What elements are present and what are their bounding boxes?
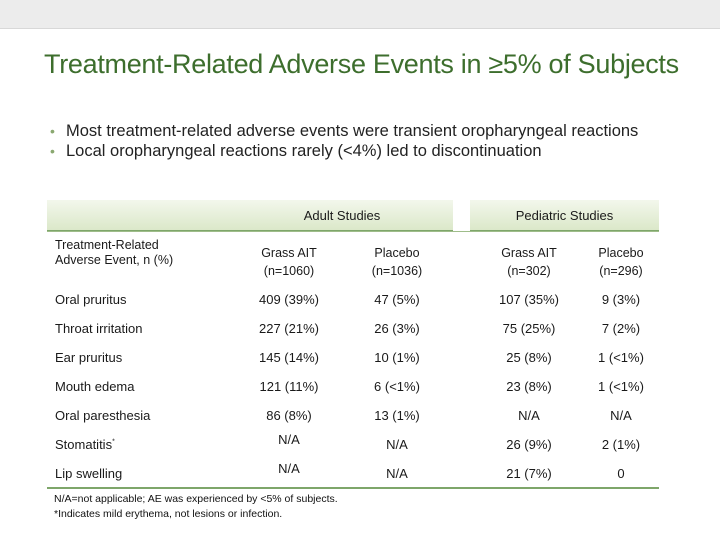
bullet-item: • Local oropharyngeal reactions rarely (… [50, 142, 690, 160]
header-divider [47, 231, 659, 232]
value-cell: 107 (35%) [499, 292, 559, 307]
bullet-dot-icon: • [50, 143, 55, 159]
value-cell: 10 (1%) [374, 350, 420, 365]
value-cell: 409 (39%) [259, 292, 319, 307]
value-cell: N/A [278, 461, 300, 476]
top-band-divider [0, 28, 720, 29]
top-band [0, 0, 720, 28]
value-cell: 121 (11%) [259, 379, 319, 394]
value-cell: 0 [617, 466, 625, 481]
value-cell: 26 (9%) [506, 437, 552, 452]
bullet-list: • Most treatment-related adverse events … [50, 122, 690, 162]
value-cell: 13 (1%) [374, 408, 420, 423]
event-label: Stomatitis* [55, 437, 115, 452]
value-cell: N/A [518, 408, 540, 423]
value-cell: 145 (14%) [259, 350, 319, 365]
value-cell: 1 (<1%) [598, 350, 644, 365]
value-cell: N/A [610, 408, 632, 423]
value-cell: N/A [386, 437, 408, 452]
value-cell: 75 (25%) [502, 321, 556, 336]
column-header-name: Placebo [598, 246, 644, 260]
value-cell: 7 (2%) [601, 321, 641, 336]
value-cell: 1 (<1%) [598, 379, 644, 394]
bullet-dot-icon: • [50, 123, 55, 139]
value-cell: 2 (1%) [601, 437, 641, 452]
footnotes: N/A=not applicable; AE was experienced b… [54, 492, 338, 522]
value-cell: 227 (21%) [259, 321, 319, 336]
event-label: Ear pruritus [55, 350, 123, 365]
value-cell: 25 (8%) [506, 350, 552, 365]
column-header-n: (n=296) [599, 264, 643, 278]
row-header-label: Treatment-Related Adverse Event, n (%) [55, 238, 174, 267]
event-label: Lip swelling [55, 466, 123, 481]
slide-title: Treatment-Related Adverse Events in ≥5% … [44, 49, 679, 79]
column-header-n: (n=1036) [371, 264, 423, 278]
value-cell: 26 (3%) [374, 321, 420, 336]
adverse-events-table: Adult Studies Pediatric Studies Treatmen… [47, 200, 659, 490]
adult-studies-label: Adult Studies [303, 208, 381, 223]
value-cell: N/A [278, 432, 300, 447]
value-cell: 23 (8%) [506, 379, 552, 394]
event-label: Throat irritation [55, 321, 143, 336]
value-cell: 47 (5%) [374, 292, 420, 307]
bullet-text: Local oropharyngeal reactions rarely (<4… [66, 142, 542, 160]
pediatric-studies-label: Pediatric Studies [515, 208, 614, 223]
column-header-n: (n=302) [507, 264, 551, 278]
column-header-name: Grass AIT [501, 246, 557, 260]
event-label: Mouth edema [55, 379, 135, 394]
value-cell: 86 (8%) [266, 408, 312, 423]
event-label: Oral paresthesia [55, 408, 151, 423]
footnote: *Indicates mild erythema, not lesions or… [54, 508, 283, 520]
column-header-name: Placebo [374, 246, 420, 260]
column-header-n: (n=1060) [263, 264, 315, 278]
value-cell: 21 (7%) [506, 466, 552, 481]
value-cell: 9 (3%) [601, 292, 641, 307]
column-header-name: Grass AIT [261, 246, 317, 260]
bullet-text: Most treatment-related adverse events we… [66, 122, 639, 140]
bullet-item: • Most treatment-related adverse events … [50, 122, 690, 140]
footnote: N/A=not applicable; AE was experienced b… [54, 493, 338, 505]
value-cell: N/A [386, 466, 408, 481]
value-cell: 6 (<1%) [374, 379, 420, 394]
table-bottom-rule [47, 487, 659, 489]
event-label: Oral pruritus [55, 292, 127, 307]
